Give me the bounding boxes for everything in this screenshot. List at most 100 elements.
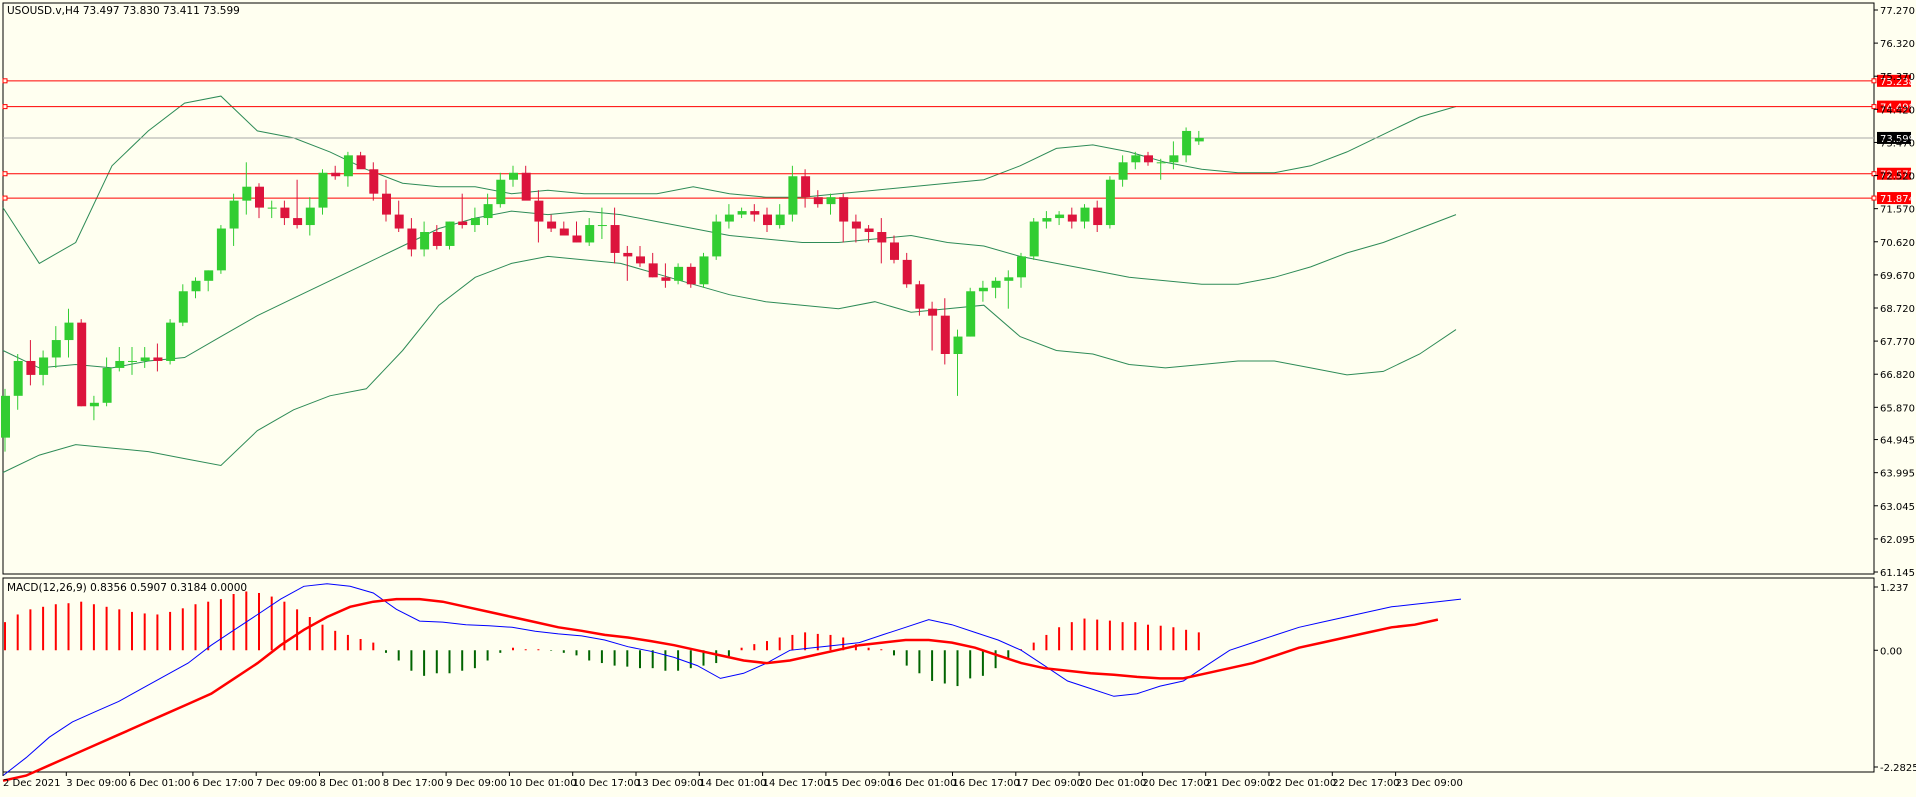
candle	[547, 214, 557, 233]
candle	[267, 200, 277, 219]
candle-body	[864, 228, 874, 233]
hline-price-tag	[1877, 74, 1911, 87]
candle	[496, 172, 506, 208]
candle	[623, 245, 633, 281]
candle-body	[51, 340, 61, 358]
candle	[915, 280, 925, 316]
macd-pane-frame	[2, 577, 1875, 773]
candle-body	[39, 357, 49, 375]
hline-handle-left	[2, 104, 8, 110]
candle-body	[382, 193, 391, 215]
hline-price-label: 74.498	[1880, 103, 1915, 114]
candle-body	[394, 214, 404, 229]
candle	[1, 388, 10, 452]
candle-body	[712, 221, 722, 257]
bollinger-bands	[2, 95, 1457, 473]
hline-price-tag	[1877, 100, 1911, 113]
time-tick-label: 21 Dec 09:00	[1206, 778, 1273, 789]
candle	[1055, 211, 1065, 226]
macd-indicator	[2, 583, 1462, 782]
candle-body	[432, 232, 442, 246]
time-tick-label: 16 Dec 17:00	[953, 778, 1020, 789]
candle-body	[851, 221, 861, 229]
candle-body	[267, 207, 277, 209]
candle-body	[534, 200, 544, 222]
band-lower	[2, 255, 1457, 473]
time-tick-label: 2 Dec 2021	[3, 778, 61, 789]
candle	[140, 347, 150, 368]
candle	[966, 287, 976, 337]
candle-body	[305, 207, 315, 226]
candle	[1017, 252, 1026, 288]
price-tick-label: 77.270	[1880, 6, 1915, 17]
candle-body	[724, 214, 734, 222]
price-tick-label: 65.870	[1880, 403, 1915, 414]
candle	[1144, 151, 1153, 166]
candle	[750, 204, 760, 222]
candle-body	[115, 360, 125, 368]
price-tick-label: 62.095	[1880, 535, 1915, 546]
candle-body	[26, 360, 36, 375]
time-tick-label: 16 Dec 01:00	[889, 778, 956, 789]
candle	[699, 252, 709, 288]
macd-tick-label: 0.00	[1880, 646, 1902, 657]
price-tick-label: 69.670	[1880, 271, 1915, 282]
candle-body	[788, 176, 798, 215]
candle	[585, 218, 595, 246]
horizontal-lines[interactable]: 75.238 74.498 72.572 71.874 73.599	[2, 74, 1915, 205]
candle-body	[826, 197, 836, 205]
candle	[115, 347, 125, 372]
candle	[191, 277, 201, 299]
candle	[953, 329, 963, 396]
candle-body	[839, 197, 849, 222]
candle	[737, 207, 747, 219]
candle	[331, 165, 341, 180]
candle	[763, 207, 772, 233]
candle-body	[966, 291, 976, 337]
band-upper	[2, 95, 1457, 265]
hline-handle-right	[1871, 104, 1877, 110]
candle-body	[597, 225, 607, 227]
candle	[712, 214, 722, 260]
candle	[636, 245, 645, 267]
candle-body	[331, 172, 341, 177]
candle-body	[293, 218, 303, 226]
candle	[318, 169, 328, 215]
time-tick-label: 20 Dec 01:00	[1079, 778, 1146, 789]
candle-body	[242, 186, 252, 201]
candle	[724, 204, 734, 229]
candle-body	[496, 179, 506, 205]
candle-body	[470, 218, 480, 226]
candle-body	[1042, 218, 1052, 222]
candle-body	[204, 270, 214, 281]
candle	[978, 280, 988, 302]
candle	[432, 225, 442, 250]
current-price-tag	[1877, 131, 1911, 144]
candle	[356, 151, 366, 170]
candle	[572, 221, 582, 243]
candle-body	[1131, 155, 1141, 163]
candle	[39, 350, 49, 386]
candle	[559, 221, 569, 236]
price-tick-label: 63.045	[1880, 502, 1915, 513]
candle-body	[178, 291, 188, 323]
candle-body	[1156, 162, 1166, 164]
candle-body	[1144, 155, 1153, 163]
price-tick-label: 63.995	[1880, 469, 1915, 480]
candle	[458, 193, 468, 229]
time-tick-label: 14 Dec 17:00	[763, 778, 830, 789]
candle-body	[77, 322, 87, 407]
candle	[902, 252, 912, 288]
candle	[13, 353, 23, 410]
candle	[394, 200, 404, 233]
candle	[1093, 200, 1103, 233]
candle-body	[1, 395, 10, 438]
candle	[293, 179, 303, 229]
price-axis: 77.270 76.320 75.370 74.420 73.470 72.520 71.5…	[1874, 6, 1915, 579]
candle	[1029, 218, 1039, 260]
candle-body	[940, 315, 950, 354]
candle-body	[801, 176, 811, 198]
time-tick-label: 7 Dec 09:00	[256, 778, 317, 789]
candle-body	[153, 357, 163, 361]
